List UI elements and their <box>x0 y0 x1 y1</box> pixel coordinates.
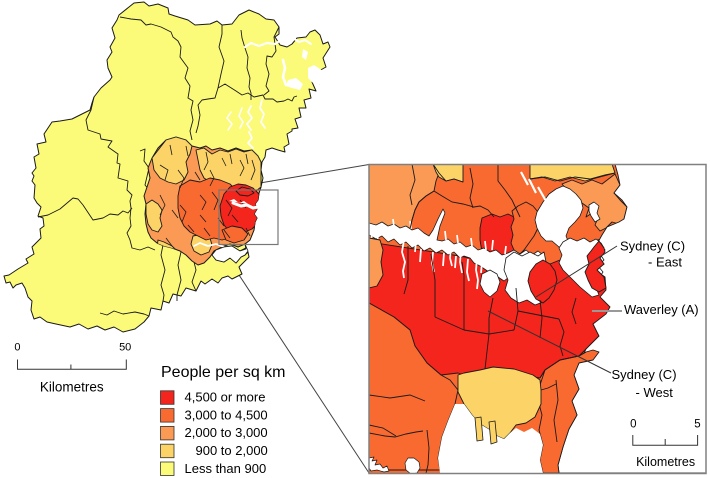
svg-text:Sydney (C): Sydney (C) <box>612 367 677 382</box>
svg-text:Less than 900: Less than 900 <box>185 461 267 476</box>
svg-text:- East: - East <box>648 255 682 270</box>
svg-text:3,000 to 4,500: 3,000 to 4,500 <box>185 407 268 422</box>
svg-text:0: 0 <box>630 419 636 431</box>
svg-text:- West: - West <box>636 385 674 400</box>
svg-text:0: 0 <box>14 341 20 353</box>
svg-text:50: 50 <box>119 341 131 353</box>
svg-text:Kilometres: Kilometres <box>40 379 104 394</box>
svg-text:4,500 or more: 4,500 or more <box>185 390 266 405</box>
svg-text:5: 5 <box>694 419 700 431</box>
svg-text:Waverley (A): Waverley (A) <box>624 302 699 317</box>
svg-text:Kilometres: Kilometres <box>636 455 695 469</box>
svg-text:People per sq km: People per sq km <box>161 364 286 381</box>
svg-text:Sydney (C): Sydney (C) <box>620 239 685 254</box>
svg-text:900 to 2,000: 900 to 2,000 <box>196 443 268 458</box>
svg-text:2,000 to 3,000: 2,000 to 3,000 <box>185 425 268 440</box>
